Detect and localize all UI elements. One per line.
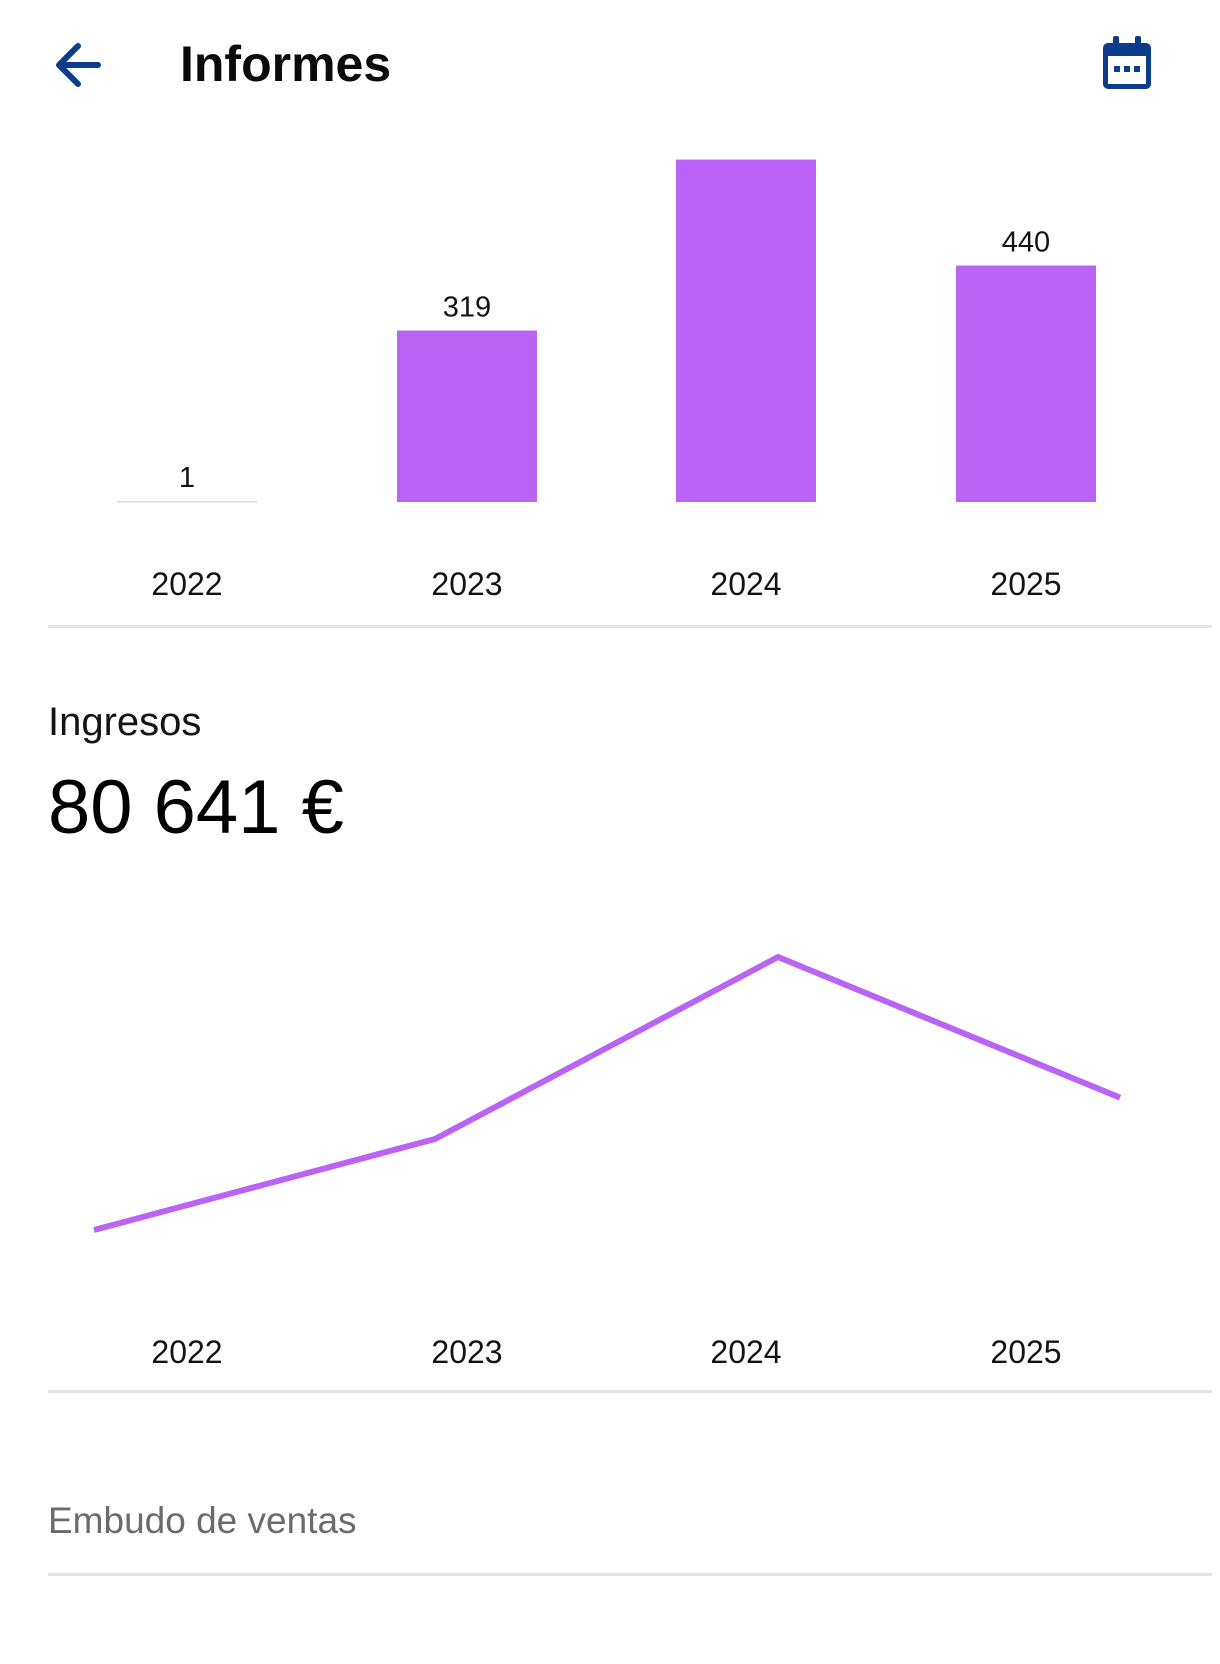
bar-data-label: 440: [1002, 227, 1050, 259]
bar: [676, 159, 816, 503]
bar: [397, 330, 537, 502]
bar: [956, 265, 1096, 502]
x-tick-label: 2025: [990, 566, 1061, 602]
x-tick-label: 2023: [431, 1334, 502, 1370]
back-button[interactable]: [44, 30, 114, 100]
x-tick-label: 2024: [710, 566, 781, 602]
calendar-icon: [1103, 36, 1151, 89]
sales-funnel-link[interactable]: Embudo de ventas: [48, 1500, 357, 1541]
arrow-back-icon: [56, 43, 101, 87]
x-tick-label: 2024: [710, 1334, 781, 1370]
divider: [48, 1573, 1212, 1576]
calendar-button[interactable]: [1092, 30, 1162, 100]
page-title: Informes: [180, 36, 392, 92]
x-tick-label: 2022: [151, 566, 222, 602]
revenue-line: [93, 954, 1122, 1233]
x-tick-label: 2022: [151, 1334, 222, 1370]
bar: [117, 501, 257, 503]
orders-bar-chart: 1 2022 319 2023 2024 440 2025: [117, 159, 1096, 602]
bar-data-label: 319: [443, 292, 491, 324]
revenue-line-chart: 2022 2023 2024 2025: [93, 954, 1122, 1370]
revenue-label: Ingresos: [48, 700, 202, 744]
x-tick-label: 2023: [431, 566, 502, 602]
app-bar: Informes: [0, 0, 1220, 140]
x-tick-label: 2025: [990, 1334, 1061, 1370]
divider: [48, 625, 1212, 628]
revenue-value: 80 641 €: [48, 765, 344, 850]
divider: [48, 1390, 1212, 1393]
bar-data-label: 1: [179, 462, 195, 494]
